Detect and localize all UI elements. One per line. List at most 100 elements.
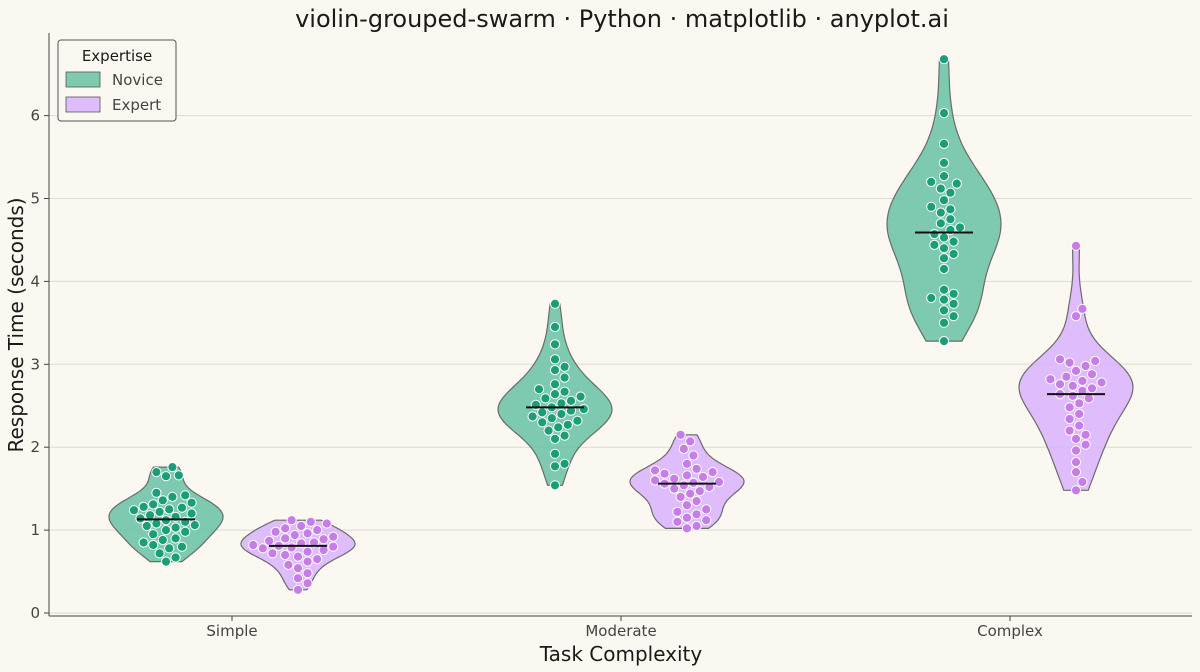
data-point [189,520,200,531]
data-point [1054,379,1066,390]
data-point [157,495,168,506]
legend-title: Expertise [82,47,152,65]
data-point [170,552,181,563]
data-point [286,542,297,553]
legend-swatch-novice [65,71,101,88]
data-point [549,298,561,309]
data-point [562,419,573,430]
data-point [954,222,966,233]
data-point [1064,425,1075,436]
data-point [292,563,304,574]
data-point [578,404,589,415]
data-point [938,138,950,149]
data-point [938,294,950,305]
data-point [1077,303,1088,314]
x-ticks: Simple Moderate Complex [206,616,1043,640]
data-point [148,529,159,540]
legend-label-novice: Novice [112,71,163,89]
data-point [549,461,561,472]
data-point [707,467,718,478]
data-point [691,509,702,520]
data-point [691,463,702,474]
data-point [141,520,152,532]
x-tick-label: Simple [206,622,257,640]
data-point [267,548,278,559]
data-point [945,204,956,215]
data-point [1074,408,1085,420]
data-point [945,214,956,225]
data-point [938,157,950,168]
data-point [649,465,661,476]
data-point [302,528,313,539]
y-axis-label: Response Time (seconds) [4,197,28,452]
data-point [151,487,162,498]
data-point [549,379,561,390]
data-point [160,471,172,482]
y-tick-label: 2 [30,438,40,456]
data-point [280,523,291,534]
data-point [138,501,149,512]
data-point [559,372,570,383]
data-point [328,541,339,552]
data-point [164,504,175,515]
data-point [318,534,329,545]
data-point [691,520,702,532]
data-point [164,543,175,554]
data-point [938,54,950,65]
data-point [935,183,946,194]
data-point [948,298,959,309]
data-point [1070,433,1082,444]
data-point [549,354,561,365]
data-point [659,468,670,479]
data-point [1070,240,1082,251]
data-point [938,253,950,264]
legend: Expertise Novice Expert [57,39,177,122]
data-point [167,462,178,473]
data-point [678,480,689,491]
data-point [649,475,661,486]
data-point [685,436,696,447]
data-point [328,531,339,542]
data-point [1074,420,1085,431]
data-point [1080,360,1091,372]
data-point [257,543,268,554]
data-point [167,491,178,502]
data-point [556,408,567,420]
data-point [1064,357,1075,368]
legend-swatch-expert [65,96,101,113]
data-point [248,539,259,551]
data-point [691,496,702,507]
data-point [926,176,937,187]
data-point [549,480,561,491]
y-ticks: 0 1 2 3 4 5 6 [30,107,49,622]
data-point [681,523,693,534]
data-point [157,534,168,546]
data-point [546,413,557,424]
data-point [938,243,950,254]
data-point [948,236,959,247]
median-lines [137,231,1105,547]
data-point [170,533,181,544]
data-point [938,195,950,206]
data-point [1070,311,1082,322]
data-point [264,535,275,547]
data-point [1077,375,1088,386]
x-tick-label: Moderate [585,622,656,640]
data-point [1077,385,1088,396]
data-point [938,317,950,328]
axes [48,33,1192,617]
data-point [938,108,950,119]
chart-title: violin-grouped-swarm · Python · matplotl… [295,5,949,33]
data-point [302,546,313,557]
data-point [559,361,570,372]
data-point [675,491,686,502]
data-point [1054,354,1066,365]
data-point [1064,413,1075,425]
data-point [1086,383,1098,394]
data-point [176,502,188,513]
data-point [302,556,313,567]
data-point [701,504,712,515]
data-point [681,500,693,511]
data-point [160,525,172,536]
y-tick-label: 3 [30,355,40,373]
